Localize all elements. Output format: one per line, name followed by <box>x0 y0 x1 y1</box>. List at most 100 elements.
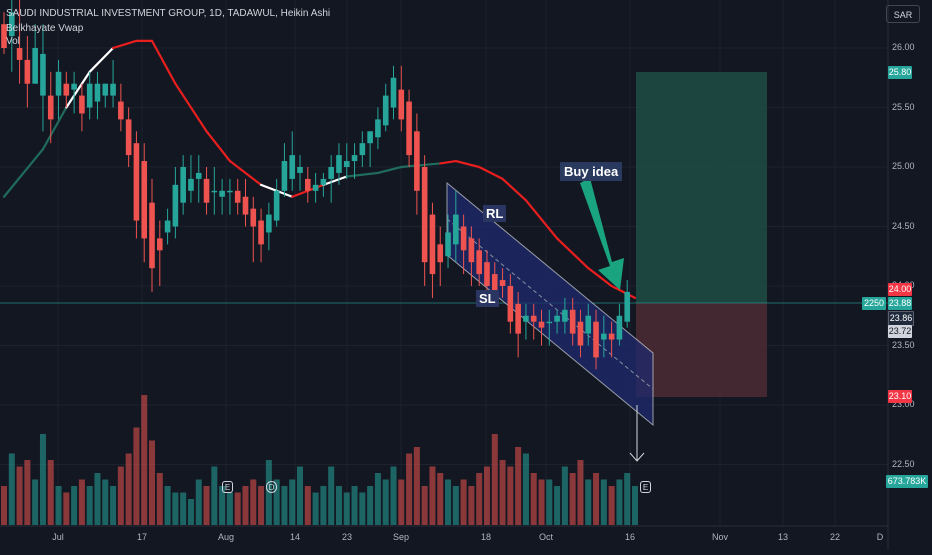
buy-idea-label[interactable]: Buy idea <box>560 162 623 181</box>
volume-bar <box>398 479 405 525</box>
candle-body <box>343 161 350 167</box>
vwap-segment <box>345 171 380 178</box>
candle-body <box>359 143 366 156</box>
candle <box>273 178 280 227</box>
volume-bar <box>351 486 358 525</box>
vwap-segment <box>587 267 613 288</box>
candle <box>133 131 140 239</box>
candle <box>554 309 560 334</box>
candle-body <box>195 172 202 179</box>
volume-bar <box>297 466 304 525</box>
candle-body <box>414 131 420 191</box>
candle-body <box>398 89 405 120</box>
candle <box>203 167 210 215</box>
volume-bar <box>460 479 467 525</box>
candle-body <box>1 24 7 48</box>
candle <box>453 190 459 263</box>
dividend-event-icon[interactable]: D <box>266 481 277 493</box>
candle <box>460 214 467 275</box>
candle <box>149 178 155 292</box>
candle-body <box>266 214 272 233</box>
candle-body <box>554 315 560 322</box>
candle-body <box>149 202 155 269</box>
time-tick-label: Aug <box>217 532 235 542</box>
sl-label[interactable]: SL <box>476 290 499 307</box>
candle-body <box>437 244 444 263</box>
candle-body <box>468 238 475 263</box>
vwap-segment <box>41 106 68 151</box>
price-tick-label: 23.50 <box>892 339 915 350</box>
volume-bar <box>172 492 179 525</box>
candle <box>569 297 576 346</box>
volume-bar <box>141 395 148 525</box>
candle <box>172 167 179 239</box>
volume-bar <box>164 486 171 525</box>
candle-body <box>624 291 630 322</box>
entry-price-tag: 24.00 <box>888 283 912 296</box>
buy-idea-arrow <box>580 178 624 290</box>
candle <box>608 321 615 358</box>
candle <box>164 208 171 245</box>
volume-bar <box>554 486 561 525</box>
candle-body <box>312 184 319 191</box>
candle <box>312 172 319 203</box>
candle <box>562 297 568 334</box>
currency-button[interactable]: SAR <box>886 5 920 23</box>
candle-body <box>40 53 46 96</box>
volume-bar <box>577 460 584 525</box>
volume-bar <box>421 486 428 525</box>
candle-body <box>86 83 93 108</box>
candle-body <box>601 333 607 340</box>
volume-bar <box>273 479 280 525</box>
candle-body <box>585 315 592 334</box>
candle-body <box>390 77 397 108</box>
symbol-line[interactable]: SAUDI INDUSTRIAL INVESTMENT GROUP, 1D, T… <box>6 8 331 19</box>
candle <box>211 167 218 215</box>
candle-body <box>164 220 171 233</box>
indicator-volume-label[interactable]: Vol <box>6 36 20 47</box>
candle-body <box>336 155 342 173</box>
stop-zone[interactable] <box>636 303 767 397</box>
candle <box>305 167 311 203</box>
candle <box>593 309 599 370</box>
candle-body <box>281 161 288 191</box>
target-zone[interactable] <box>636 72 767 303</box>
candle-body <box>297 167 303 173</box>
earnings-event-icon-upcoming[interactable]: E <box>640 481 651 493</box>
volume-bar <box>71 486 78 525</box>
candle <box>375 107 381 150</box>
volume-bar <box>382 479 389 525</box>
indicator-vwap-label[interactable]: Belkhayate Vwap <box>6 23 84 34</box>
candle <box>328 155 334 203</box>
candle <box>367 131 373 167</box>
volume-bar <box>569 473 576 525</box>
volume-bar <box>374 473 381 525</box>
candle-body <box>242 196 249 215</box>
time-tick-label: Oct <box>538 532 554 542</box>
candle <box>406 89 412 167</box>
volume-bar <box>117 466 124 525</box>
candle <box>414 113 420 215</box>
earnings-event-icon[interactable]: E <box>222 481 233 493</box>
candle <box>577 309 584 358</box>
price-tick-label: 26.00 <box>892 42 915 52</box>
candle-body <box>172 184 179 227</box>
volume-bar <box>110 486 117 525</box>
volume-bar <box>289 479 296 525</box>
candle-body <box>32 48 38 84</box>
rl-label[interactable]: RL <box>483 205 507 222</box>
vwap-segment <box>524 199 559 240</box>
candle-body <box>562 309 568 322</box>
vwap-segment <box>501 177 528 202</box>
candle <box>585 303 592 346</box>
volume-bar <box>55 486 62 525</box>
candle <box>320 172 327 197</box>
candle-body <box>616 315 623 340</box>
candle <box>55 59 62 120</box>
order-quantity-tag[interactable]: 2250 <box>862 297 886 310</box>
volume-bar <box>593 473 600 525</box>
vwap-segment <box>439 159 457 165</box>
volume-bar <box>281 486 288 525</box>
